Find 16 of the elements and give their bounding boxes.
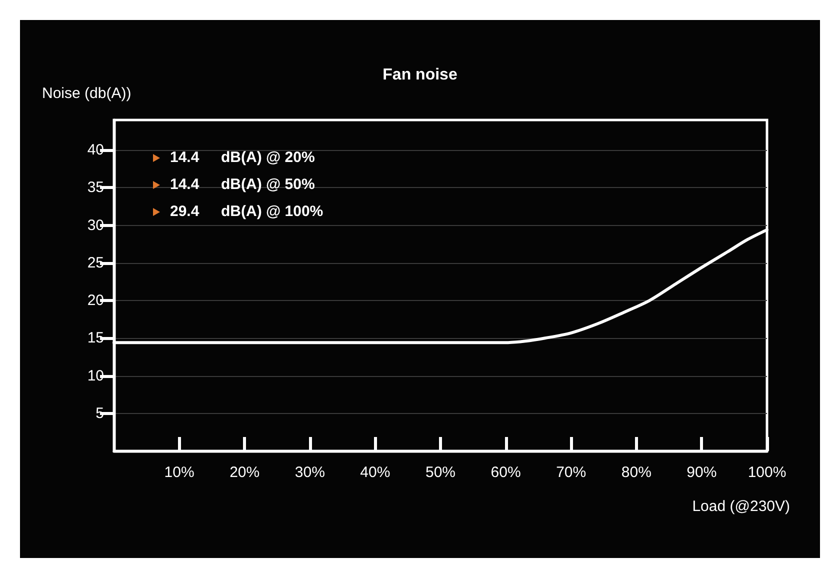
x-axis-title: Load (@230V) [692, 498, 790, 515]
y-axis-title: Noise (db(A)) [42, 85, 132, 102]
x-tick-label: 10% [164, 464, 194, 481]
x-tick-label: 30% [294, 464, 325, 481]
x-tick-label: 70% [556, 464, 586, 481]
x-tick-label: 60% [490, 464, 521, 481]
chart-title: Fan noise [382, 66, 458, 84]
x-tick-label: 80% [621, 464, 652, 481]
x-tick-label: 50% [425, 464, 456, 481]
x-tick-label: 90% [686, 464, 717, 481]
x-tick-label: 40% [360, 464, 390, 481]
x-tick-label: 100% [748, 464, 786, 481]
text: 14.4 dB(A) @ 50% [170, 176, 315, 193]
text: 14.4 dB(A) @ 20% [170, 149, 315, 166]
text: 29.4 dB(A) @ 100% [170, 203, 324, 220]
x-tick-label: 20% [230, 464, 260, 481]
